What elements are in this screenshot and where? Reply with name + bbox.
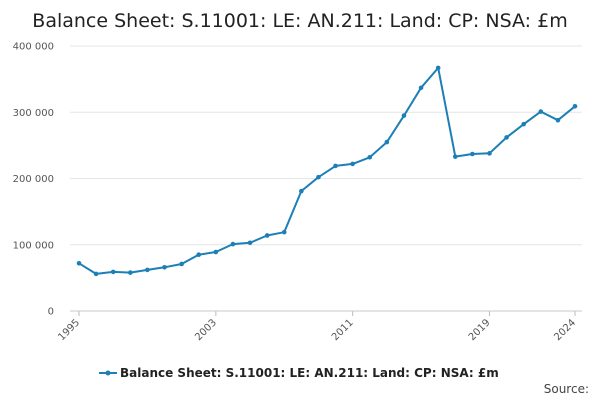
series-line [78,66,576,275]
data-point[interactable] [367,155,373,160]
x-tick-label: 2003 [193,317,219,343]
y-tick-label: 200 000 [13,174,54,185]
data-point[interactable] [213,249,219,255]
data-point[interactable] [76,261,82,266]
data-point[interactable] [93,271,99,277]
x-tick-label: 2019 [467,317,493,343]
data-point[interactable] [418,85,424,91]
source-label: Source: [544,382,589,396]
data-point[interactable] [230,241,236,247]
data-point[interactable] [299,188,304,194]
x-tick-label: 2011 [330,317,356,343]
data-point[interactable] [521,121,526,127]
legend-label: Balance Sheet: S.11001: LE: AN.211: Land… [120,366,499,380]
data-point[interactable] [281,229,287,235]
y-axis-ticks: 0 100 000 200 000 300 000 400 000 [13,42,54,318]
data-point[interactable] [333,163,338,169]
data-point[interactable] [196,252,202,257]
legend-dot-marker [105,370,111,376]
data-point[interactable] [401,113,407,118]
data-point[interactable] [452,154,458,159]
data-point[interactable] [128,270,133,275]
y-tick-label: 0 [48,307,54,318]
data-point[interactable] [487,151,492,156]
x-tick-label: 2024 [552,317,578,343]
x-axis-ticks: 1995 2003 2011 2019 2024 [56,311,578,343]
data-point[interactable] [384,139,390,145]
data-point[interactable] [470,151,475,157]
data-point[interactable] [247,240,253,246]
data-point[interactable] [162,264,167,270]
data-point[interactable] [145,267,150,273]
data-point[interactable] [538,109,544,114]
data-point[interactable] [435,65,441,71]
data-point[interactable] [350,161,355,167]
grid-lines [70,45,582,246]
data-point[interactable] [110,269,116,275]
series-layer [76,65,578,277]
data-point[interactable] [504,135,509,140]
x-tick-label: 1995 [56,317,82,343]
data-point[interactable] [264,233,270,238]
y-tick-label: 300 000 [13,108,54,119]
legend[interactable]: Balance Sheet: S.11001: LE: AN.211: Land… [99,366,499,380]
data-point[interactable] [179,261,184,267]
data-point[interactable] [316,174,321,180]
data-point[interactable] [572,103,578,109]
chart-title: Balance Sheet: S.11001: LE: AN.211: Land… [32,10,567,32]
y-tick-label: 400 000 [13,42,54,53]
data-point[interactable] [555,117,561,123]
y-tick-label: 100 000 [13,240,54,251]
